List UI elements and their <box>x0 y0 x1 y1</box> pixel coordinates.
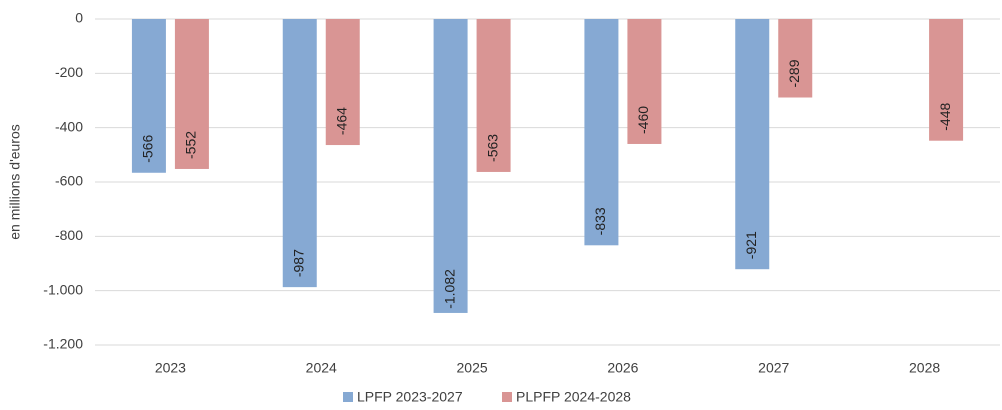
bar <box>929 19 964 141</box>
bar <box>174 19 209 169</box>
legend-swatch <box>502 392 512 402</box>
y-tick-label: 0 <box>75 10 83 26</box>
y-tick-label: -600 <box>55 173 83 189</box>
y-tick-label: -1.000 <box>43 281 83 297</box>
legend-swatch <box>343 392 353 402</box>
data-label: -460 <box>635 106 651 134</box>
bar <box>282 19 317 288</box>
bar <box>584 19 619 246</box>
y-tick-label: -800 <box>55 227 83 243</box>
bar <box>627 19 662 144</box>
y-axis-label: en millions d'euros <box>7 124 23 240</box>
data-label: -563 <box>484 134 500 162</box>
x-tick-label: 2026 <box>607 360 638 376</box>
x-tick-label: 2027 <box>758 360 789 376</box>
legend-label: LPFP 2023-2027 <box>357 389 463 405</box>
bar <box>131 19 166 173</box>
data-label: -987 <box>290 249 306 277</box>
bar <box>433 19 468 313</box>
y-tick-label: -400 <box>55 118 83 134</box>
data-label: -448 <box>937 102 953 130</box>
bar <box>325 19 360 146</box>
x-tick-label: 2025 <box>457 360 488 376</box>
data-label: -289 <box>786 59 802 87</box>
data-label: -1.082 <box>441 269 457 309</box>
data-label: -464 <box>333 107 349 135</box>
bar <box>778 19 813 98</box>
data-label: -566 <box>140 135 156 163</box>
x-tick-label: 2024 <box>306 360 337 376</box>
x-tick-label: 2023 <box>155 360 186 376</box>
bar <box>476 19 511 172</box>
data-label: -552 <box>183 131 199 159</box>
bar <box>735 19 770 270</box>
legend-label: PLPFP 2024-2028 <box>516 389 631 405</box>
x-tick-label: 2028 <box>909 360 940 376</box>
data-label: -921 <box>743 231 759 259</box>
data-label: -833 <box>592 207 608 235</box>
y-tick-label: -200 <box>55 64 83 80</box>
y-tick-label: -1.200 <box>43 336 83 352</box>
